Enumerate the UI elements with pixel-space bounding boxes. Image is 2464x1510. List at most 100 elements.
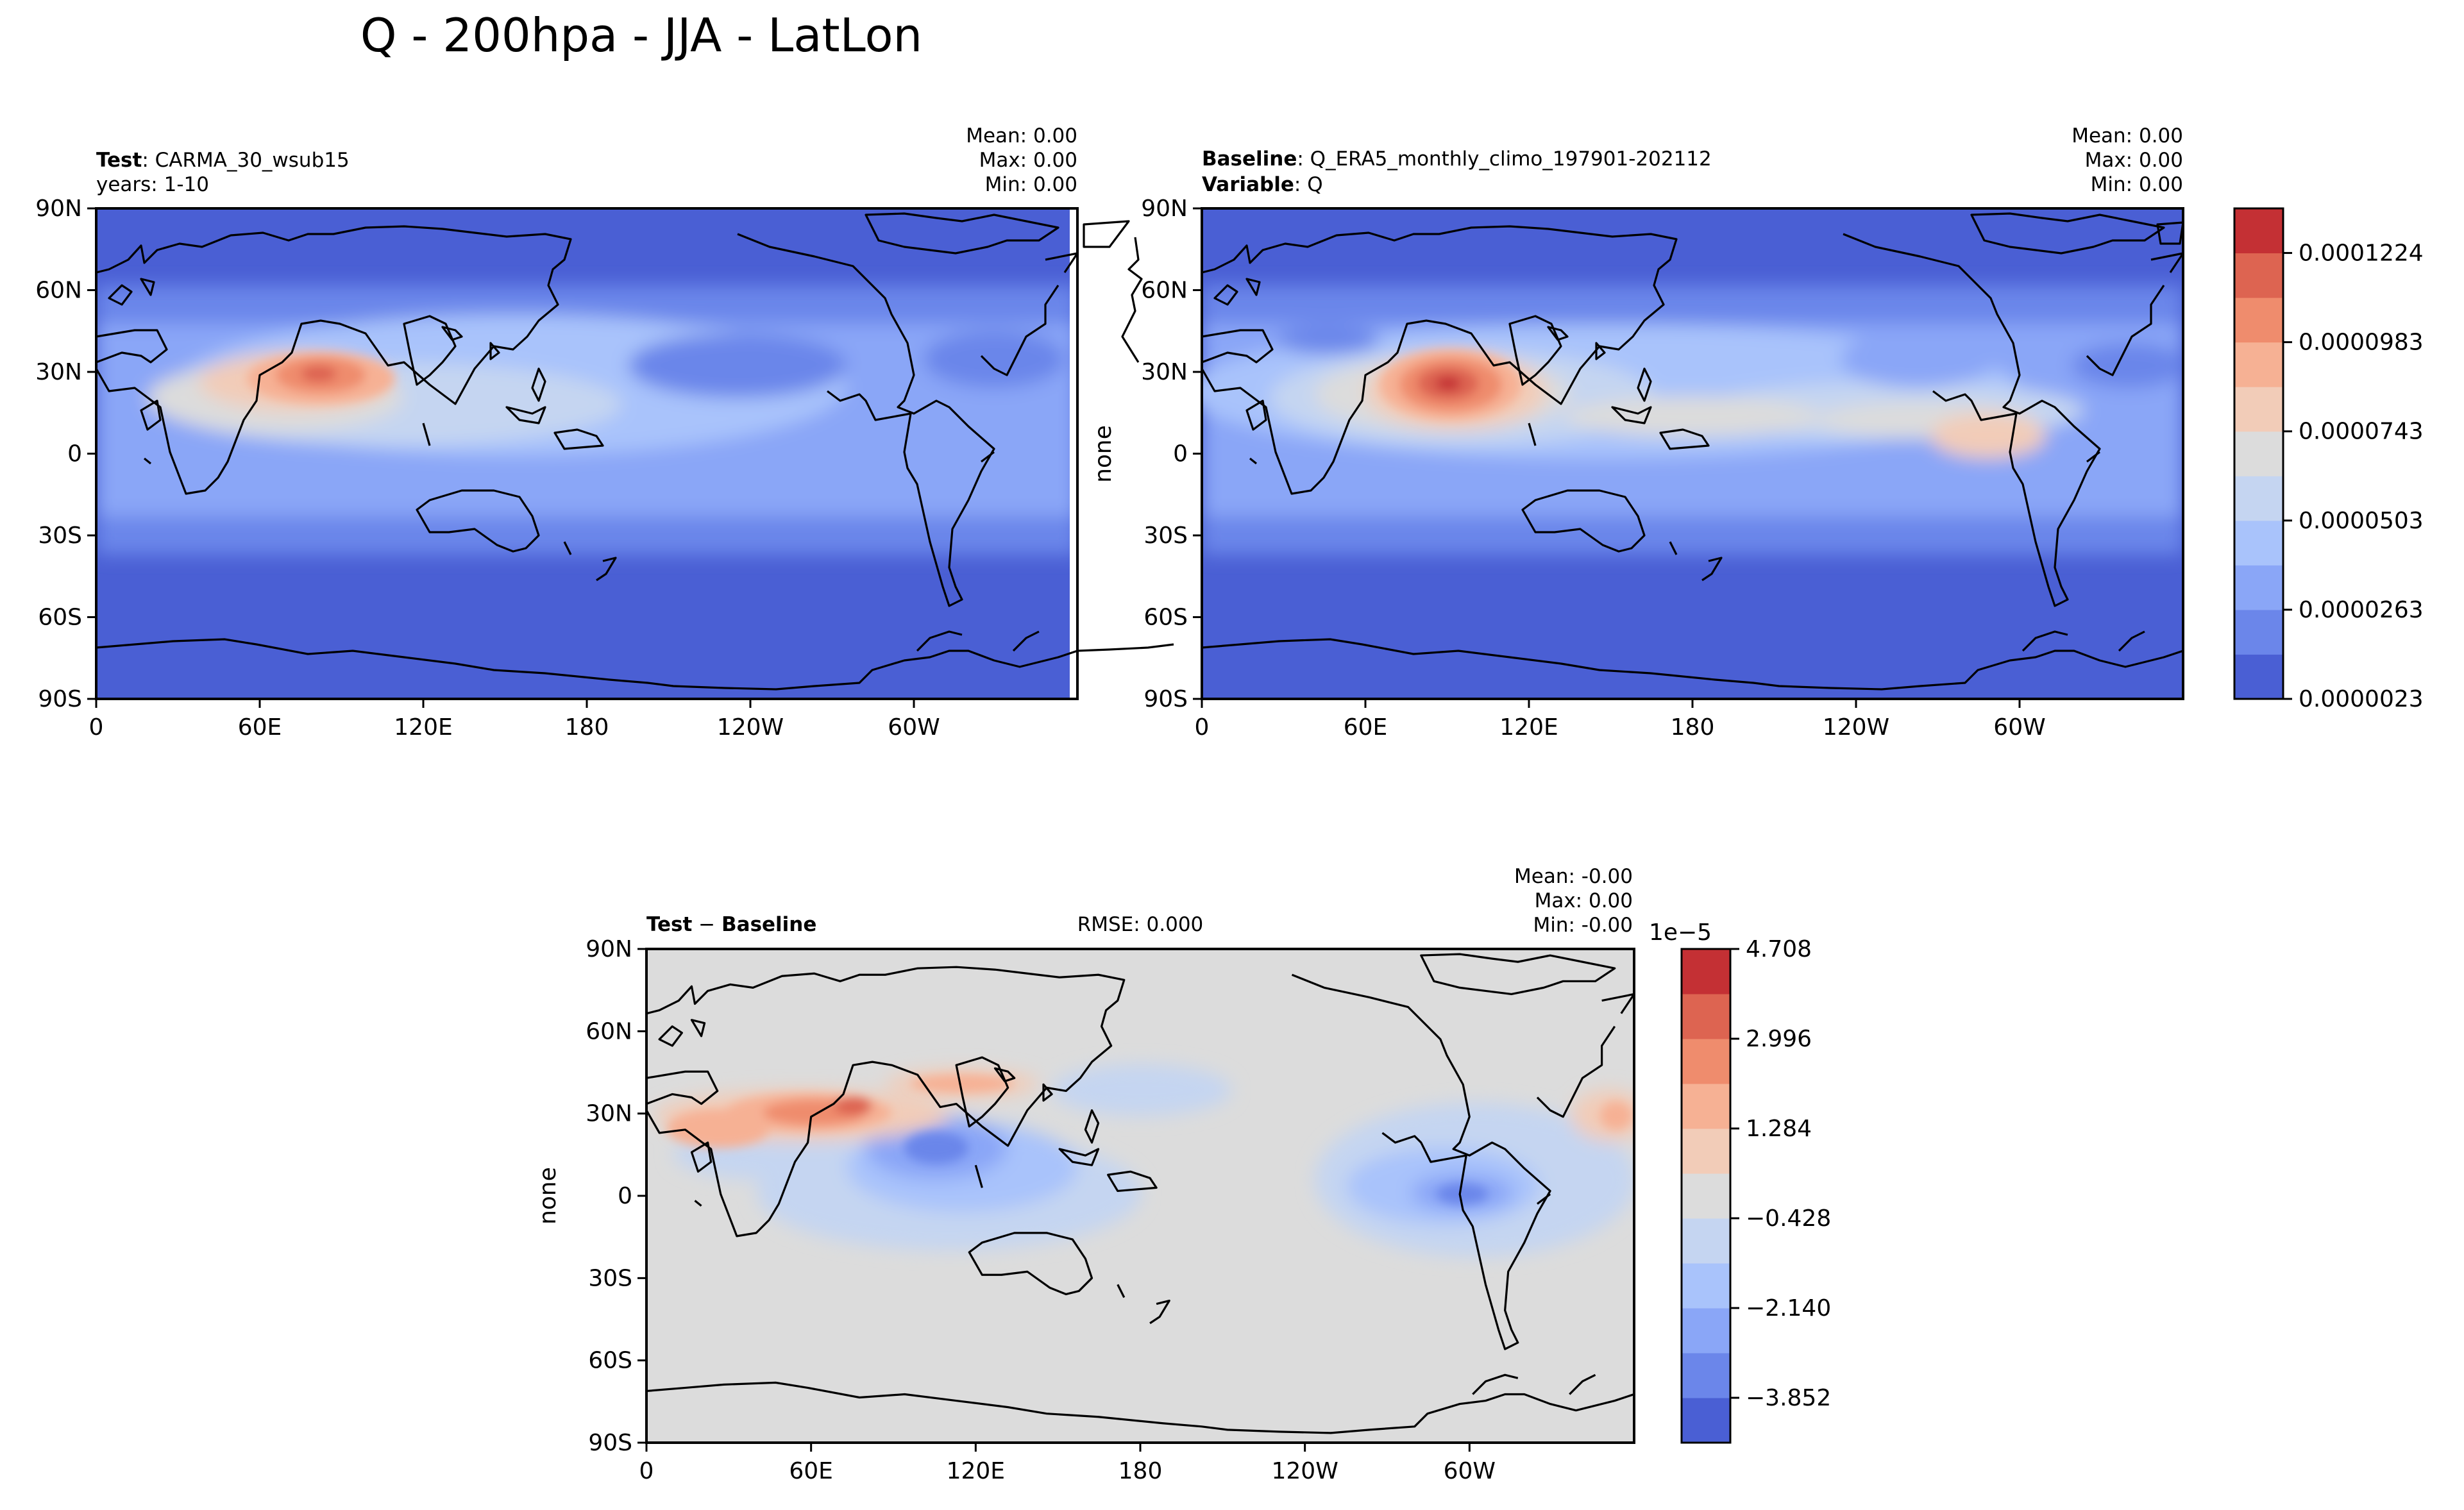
panel-diff: Mean: -0.00 Max: 0.00 Min: -0.00 Test − … (535, 865, 1635, 1484)
panel-baseline-title: Baseline: Q_ERA5_monthly_climo_197901-20… (1202, 147, 1712, 171)
colorbar-diff-band (1682, 1173, 1730, 1219)
colorbar-diff-band (1682, 1084, 1730, 1129)
panel-baseline-ytick-label: 0 (1173, 441, 1188, 467)
panel-diff-rmse: RMSE: 0.000 (1077, 913, 1204, 936)
panel-diff-ytick-label: 0 (618, 1183, 632, 1209)
panel-baseline-xtick-label: 60E (1344, 714, 1388, 741)
colorbar-main-tick-label: 0.0000743 (2299, 419, 2424, 445)
panel-test: Mean: 0.00 Max: 0.00 Min: 0.00 Test: CAR… (35, 124, 1174, 741)
colorbar-main-band (2234, 431, 2283, 476)
panel-test-ytick-label: 30S (38, 523, 82, 549)
panel-diff-ytick-label: 90S (588, 1430, 632, 1456)
panel-baseline-coastlines (1201, 212, 2184, 691)
panel-test-stat-mean: Mean: 0.00 (966, 124, 1077, 147)
panel-diff-xtick-label: 120W (1272, 1458, 1338, 1484)
panel-baseline-title-bold: Baseline (1202, 147, 1297, 171)
panel-test-axes: 0 60E 120E 180 120W 60W 90N 60N 30N 0 30S 60S 90S (35, 196, 940, 741)
colorbar-main-band (2234, 253, 2283, 298)
colorbar-diff-ticks: 4.708 2.996 1.284 −0.428 −2.140 −3.852 (1730, 936, 1831, 1411)
panel-diff-coastlines (645, 953, 1635, 1434)
colorbar-main-band (2234, 387, 2283, 432)
panel-diff-ytick-label: 30N (586, 1101, 632, 1127)
panel-baseline-stat-max: Max: 0.00 (2085, 149, 2183, 172)
colorbar-diff-tick-label: −2.140 (1746, 1295, 1831, 1321)
panel-baseline-ytick-label: 60S (1143, 605, 1188, 631)
colorbar-main-band (2234, 654, 2283, 700)
panel-diff-ylabel: none (535, 1167, 561, 1225)
colorbar-diff-tick-label: −3.852 (1746, 1385, 1831, 1411)
colorbar-main-tick-label: 0.0000503 (2299, 508, 2424, 534)
colorbar-diff-band (1682, 949, 1730, 994)
colorbar-diff-band (1682, 1218, 1730, 1264)
colorbar-main-band (2234, 476, 2283, 521)
panel-test-subtitle: years: 1-10 (96, 173, 209, 196)
panel-test-xtick-label: 180 (565, 714, 609, 741)
panel-baseline-title-rest: : Q_ERA5_monthly_climo_197901-202112 (1297, 147, 1711, 171)
colorbar-main-tick-label: 0.0000263 (2299, 597, 2424, 623)
panel-test-ytick-label: 90S (38, 686, 82, 712)
colorbar-main-band (2234, 565, 2283, 610)
panel-diff-ytick-label: 30S (588, 1265, 632, 1291)
panel-baseline-ytick-label: 90S (1143, 686, 1188, 712)
panel-test-xtick-label: 0 (89, 714, 104, 741)
panel-baseline-subtitle-bold: Variable (1202, 173, 1294, 196)
colorbar-diff-exponent: 1e−5 (1649, 919, 1712, 946)
panel-test-title-bold: Test (96, 149, 142, 172)
colorbar-diff-band (1682, 1353, 1730, 1398)
panel-baseline-field (1202, 208, 2183, 699)
colorbar-diff-tick-label: 2.996 (1746, 1026, 1812, 1052)
panel-diff-xtick-label: 60E (789, 1458, 833, 1484)
panel-test-title: Test: CARMA_30_wsub15 (96, 149, 350, 172)
panel-diff-stat-min: Min: -0.00 (1533, 914, 1633, 937)
panel-test-stat-min: Min: 0.00 (985, 173, 1077, 196)
panel-test-xtick-label: 60E (238, 714, 282, 741)
panel-diff-xtick-label: 180 (1118, 1458, 1163, 1484)
panel-baseline-axes: 0 60E 120E 180 120W 60W 90N 60N 30N 0 30S 60S 90S (1141, 196, 2045, 741)
colorbar-main-band (2234, 208, 2283, 254)
panel-diff-xtick-label: 60W (1444, 1458, 1496, 1484)
figure-title: Q - 200hpa - JJA - LatLon (360, 8, 922, 62)
colorbar-main: 0.0000023 0.0000263 0.0000503 0.0000743 0.00… (2233, 207, 2424, 712)
panel-diff-title: Test − Baseline (646, 913, 816, 936)
colorbar-diff-band (1682, 1039, 1730, 1084)
panel-baseline-xtick-label: 180 (1671, 714, 1715, 741)
panel-baseline-xtick-label: 0 (1195, 714, 1210, 741)
panel-diff-ytick-label: 90N (586, 936, 632, 962)
panel-baseline: Mean: 0.00 Max: 0.00 Min: 0.00 Baseline:… (1090, 124, 2184, 741)
panel-test-xtick-label: 120E (394, 714, 452, 741)
colorbar-diff-bands (1682, 949, 1730, 1443)
panel-test-ytick-label: 60S (38, 605, 82, 631)
colorbar-diff-frame (1680, 948, 1732, 1444)
colorbar-diff-tick-label: 1.284 (1746, 1116, 1812, 1142)
colorbar-main-band (2234, 342, 2283, 387)
panel-baseline-xtick-label: 120W (1823, 714, 1889, 741)
panel-baseline-subtitle-rest: : Q (1294, 173, 1323, 196)
panel-test-coastlines (95, 212, 1174, 691)
panel-diff-axes: 0 60E 120E 180 120W 60W 90N 60N 30N 0 30S 60S 90S (586, 936, 1496, 1484)
colorbar-main-tick-label: 0.0001224 (2299, 240, 2424, 267)
colorbar-main-band (2234, 520, 2283, 566)
panel-test-title-rest: : CARMA_30_wsub15 (142, 149, 349, 172)
colorbar-diff-tick-label: 4.708 (1746, 936, 1812, 962)
panel-diff-xtick-label: 0 (639, 1458, 654, 1484)
panel-test-stat-max: Max: 0.00 (979, 149, 1077, 172)
colorbar-main-band (2234, 609, 2283, 655)
panel-diff-stat-mean: Mean: -0.00 (1514, 865, 1633, 888)
colorbar-main-tick-label: 0.0000983 (2299, 330, 2424, 356)
panel-baseline-ytick-label: 30N (1141, 359, 1188, 385)
panel-test-ytick-label: 60N (35, 278, 82, 304)
colorbar-diff-band (1682, 1263, 1730, 1309)
panel-diff-ytick-label: 60S (588, 1348, 632, 1374)
panel-test-ytick-label: 90N (35, 196, 82, 222)
colorbar-diff-band (1682, 994, 1730, 1039)
colorbar-diff-tick-label: −0.428 (1746, 1205, 1831, 1232)
panel-diff-stat-max: Max: 0.00 (1535, 889, 1633, 912)
colorbar-diff-band (1682, 1308, 1730, 1354)
panel-baseline-ytick-label: 60N (1141, 278, 1188, 304)
panel-baseline-ytick-label: 90N (1141, 196, 1188, 222)
colorbar-main-tick-label: 0.0000023 (2299, 686, 2424, 712)
colorbar-diff-band (1682, 1398, 1730, 1443)
panel-test-ytick-label: 0 (67, 441, 82, 467)
panel-baseline-stat-min: Min: 0.00 (2091, 173, 2183, 196)
